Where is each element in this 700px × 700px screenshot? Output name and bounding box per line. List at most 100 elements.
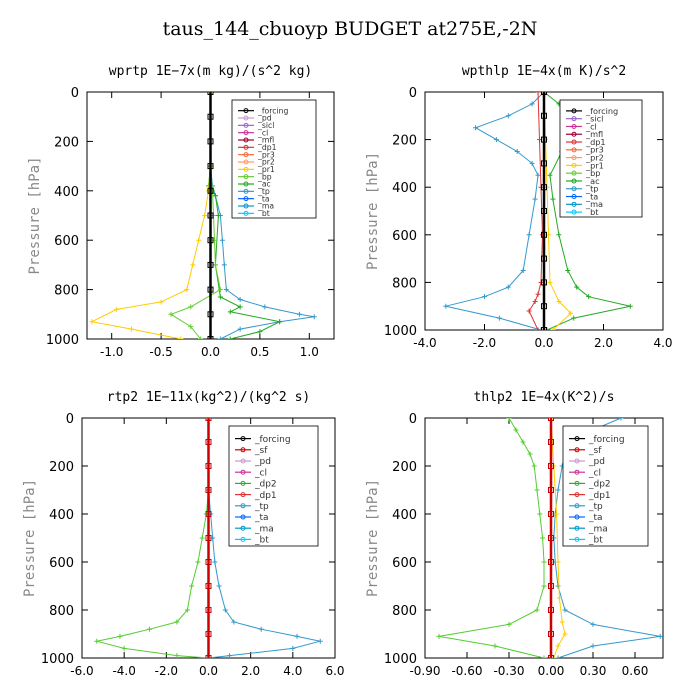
y-tick-label: 800 bbox=[392, 276, 417, 291]
data-point bbox=[202, 213, 208, 218]
y-tick-label: 200 bbox=[54, 135, 79, 150]
data-point bbox=[529, 160, 535, 166]
data-point bbox=[196, 237, 202, 243]
data-point bbox=[541, 92, 547, 95]
series-line bbox=[543, 92, 572, 330]
data-point bbox=[520, 439, 526, 445]
legend-marker bbox=[243, 108, 249, 114]
data-point bbox=[496, 315, 502, 321]
series-forcing bbox=[548, 418, 554, 658]
legend-marker bbox=[243, 181, 249, 187]
data-point bbox=[205, 583, 212, 589]
legend-marker bbox=[571, 209, 577, 215]
legend-marker bbox=[571, 194, 577, 200]
x-tick-label: 1.0 bbox=[300, 345, 319, 359]
subplot-title: rtp2 1E−11x(kg^2)/(kg^2 s) bbox=[107, 390, 311, 405]
legend-marker bbox=[574, 492, 580, 498]
data-point bbox=[537, 511, 543, 517]
x-tick-label: 0.0 bbox=[199, 664, 218, 678]
series-line bbox=[445, 92, 545, 330]
data-point bbox=[590, 621, 596, 627]
data-point bbox=[548, 631, 554, 637]
legend: _forcing_sf_pd_cl _dp2_dp1_tp_ta_ma _bt bbox=[228, 425, 319, 547]
data-point bbox=[184, 607, 190, 613]
data-point bbox=[205, 607, 212, 613]
series-line bbox=[208, 418, 321, 658]
legend-marker bbox=[240, 458, 246, 464]
data-point bbox=[207, 286, 214, 293]
legend-marker bbox=[240, 480, 246, 486]
y-tick-label: 0 bbox=[409, 412, 417, 427]
x-tick-label: 0.00 bbox=[538, 664, 565, 678]
legend-marker bbox=[243, 152, 249, 158]
data-point bbox=[555, 643, 561, 649]
legend-marker bbox=[574, 480, 580, 486]
legend-entry: _dp1 bbox=[588, 491, 611, 501]
data-point bbox=[541, 136, 547, 143]
x-tick-label: 0.5 bbox=[250, 345, 269, 359]
data-point bbox=[618, 418, 624, 421]
legend-marker bbox=[243, 188, 249, 194]
x-tick-label: 2.0 bbox=[594, 336, 613, 350]
data-point bbox=[205, 559, 212, 565]
legend-marker bbox=[574, 436, 580, 442]
data-point bbox=[565, 268, 571, 273]
data-point bbox=[212, 559, 218, 565]
data-point bbox=[529, 101, 535, 107]
data-point bbox=[556, 298, 562, 304]
legend: _forcing_sicl_cl_mfl_dp1_pr3_pr2_pr1_bp_… bbox=[559, 99, 643, 218]
legend-entry: _forcing bbox=[588, 435, 625, 445]
data-point bbox=[513, 427, 519, 433]
data-point bbox=[526, 308, 532, 314]
legend-marker bbox=[243, 196, 249, 202]
data-point bbox=[227, 653, 233, 658]
data-point bbox=[657, 633, 663, 639]
data-point bbox=[146, 626, 152, 632]
y-tick-label: 600 bbox=[392, 556, 417, 571]
data-point bbox=[590, 643, 596, 649]
legend-marker bbox=[571, 155, 577, 161]
legend-marker bbox=[574, 514, 580, 520]
y-axis-label: Pressure [hPa] bbox=[27, 156, 43, 274]
legend-entry: _sicl bbox=[257, 121, 274, 130]
legend-marker bbox=[571, 147, 577, 153]
data-point bbox=[586, 294, 592, 300]
y-tick-label: 200 bbox=[392, 460, 417, 475]
data-point bbox=[571, 315, 577, 321]
data-point bbox=[443, 303, 449, 309]
series-line bbox=[90, 92, 211, 339]
legend-entry: _pr3 bbox=[257, 150, 275, 159]
legend-entry: _pr3 bbox=[585, 145, 604, 155]
data-point bbox=[548, 418, 554, 421]
legend-marker bbox=[571, 108, 577, 114]
y-tick-label: 0 bbox=[409, 86, 417, 101]
chart-panel-3: rtp2 1E−11x(kg^2)/(kg^2 s) Pressure [hPa]… bbox=[22, 390, 345, 678]
legend-marker bbox=[574, 525, 580, 531]
data-point bbox=[207, 163, 214, 170]
legend-marker bbox=[240, 536, 246, 542]
data-point bbox=[548, 487, 554, 493]
data-point bbox=[541, 279, 547, 286]
legend-entry: _bt bbox=[257, 209, 270, 218]
legend: _forcing_sf_pd_cl _dp2_dp1_tp_ta_ma _bt bbox=[562, 425, 649, 547]
legend-marker bbox=[240, 514, 246, 520]
data-point bbox=[556, 595, 562, 601]
data-point bbox=[215, 213, 221, 218]
data-point bbox=[205, 535, 212, 541]
legend-entry: _pd bbox=[588, 457, 605, 467]
data-point bbox=[205, 463, 212, 469]
legend-entry: _pr1 bbox=[257, 165, 275, 174]
legend-marker bbox=[243, 144, 249, 150]
legend: _forcing_pd_sicl_cl_mfl_dp1_pr3_pr2_pr1_… bbox=[231, 99, 317, 219]
chart-panel-1: wprtp 1E−7x(m kg)/(s^2 kg) Pressure [hPa]… bbox=[27, 64, 335, 359]
legend-entry: _bt bbox=[585, 207, 598, 217]
data-point bbox=[541, 583, 547, 589]
series-pr1 bbox=[89, 92, 213, 339]
data-point bbox=[207, 212, 214, 219]
y-tick-label: 800 bbox=[49, 604, 74, 619]
legend-marker bbox=[243, 159, 249, 165]
legend-entry: _forcing bbox=[585, 106, 618, 116]
legend-marker bbox=[240, 503, 246, 509]
legend-marker bbox=[571, 170, 577, 176]
series-forcing bbox=[205, 418, 212, 658]
